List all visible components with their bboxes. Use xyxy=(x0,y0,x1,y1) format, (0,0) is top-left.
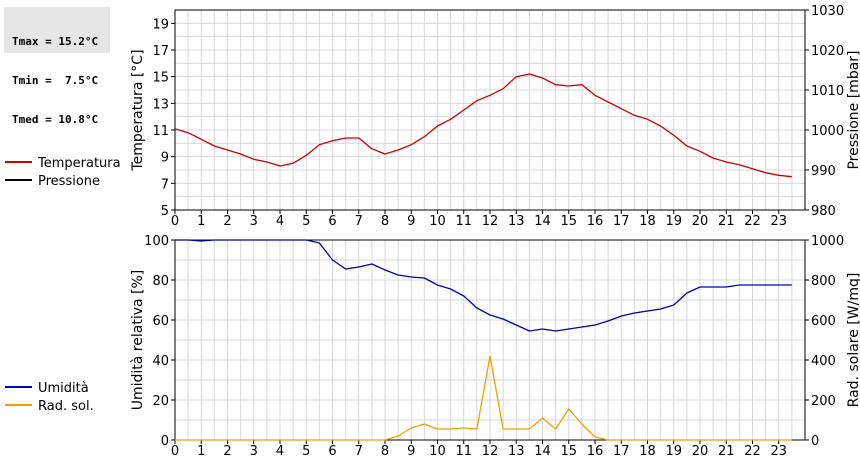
stats-box: Tmax = 15.2°C Tmin = 7.5°C Tmed = 10.8°C xyxy=(4,7,110,126)
tmax-stat: Tmax = 15.2°C xyxy=(12,35,99,48)
y-tick-label: 15 xyxy=(152,71,169,86)
x-tick-label: 15 xyxy=(560,444,577,459)
y-tick-label: 80 xyxy=(152,274,169,289)
y2-tick-label: 1000 xyxy=(811,234,844,249)
y-axis-label: Umidità relativa [%] xyxy=(130,270,146,411)
y-tick-label: 13 xyxy=(152,97,169,112)
x-tick-label: 12 xyxy=(482,214,499,229)
y2-tick-label: 1000 xyxy=(811,124,844,139)
x-tick-label: 18 xyxy=(639,214,656,229)
y-tick-label: 5 xyxy=(161,204,169,219)
x-tick-label: 0 xyxy=(171,214,179,229)
x-tick-label: 16 xyxy=(587,444,604,459)
x-tick-label: 6 xyxy=(328,214,336,229)
x-tick-label: 4 xyxy=(276,214,284,229)
x-tick-label: 21 xyxy=(718,444,735,459)
x-tick-label: 10 xyxy=(429,214,446,229)
x-tick-label: 1 xyxy=(197,444,205,459)
legend-label: Pressione xyxy=(38,174,100,189)
y-axis-label: Temperatura [°C] xyxy=(130,49,146,171)
x-tick-label: 0 xyxy=(171,444,179,459)
x-tick-label: 17 xyxy=(613,444,630,459)
y2-tick-label: 990 xyxy=(811,164,836,179)
series-line-temperatura xyxy=(174,73,792,178)
series-line-rad-sol xyxy=(175,355,792,441)
tmed-stat: Tmed = 10.8°C xyxy=(12,113,99,126)
y-tick-label: 9 xyxy=(161,151,169,166)
y-tick-label: 7 xyxy=(161,177,169,192)
x-tick-label: 22 xyxy=(744,214,761,229)
x-tick-label: 10 xyxy=(429,444,446,459)
y2-tick-label: 980 xyxy=(811,204,836,219)
x-tick-label: 9 xyxy=(407,444,415,459)
y-tick-label: 20 xyxy=(152,394,169,409)
chart-panel-2 xyxy=(5,239,809,444)
x-tick-label: 8 xyxy=(381,214,389,229)
y2-tick-label: 1030 xyxy=(811,4,844,19)
x-tick-label: 11 xyxy=(455,214,472,229)
y2-tick-label: 600 xyxy=(811,314,836,329)
x-tick-label: 18 xyxy=(639,444,656,459)
y-tick-label: 40 xyxy=(152,354,169,369)
x-tick-label: 4 xyxy=(276,444,284,459)
x-tick-label: 20 xyxy=(692,444,709,459)
x-tick-label: 8 xyxy=(381,444,389,459)
x-tick-label: 3 xyxy=(250,444,258,459)
x-tick-label: 23 xyxy=(770,214,787,229)
x-tick-label: 16 xyxy=(587,214,604,229)
y-tick-label: 19 xyxy=(152,17,169,32)
y-tick-label: 17 xyxy=(152,44,169,59)
y-tick-label: 100 xyxy=(144,234,169,249)
x-tick-label: 13 xyxy=(508,444,525,459)
y2-tick-label: 200 xyxy=(811,394,836,409)
tmin-stat: Tmin = 7.5°C xyxy=(12,74,99,87)
y-tick-label: 11 xyxy=(152,124,169,139)
series-line-umidit xyxy=(175,239,792,332)
x-tick-label: 22 xyxy=(744,444,761,459)
x-tick-label: 20 xyxy=(692,214,709,229)
x-tick-label: 19 xyxy=(665,214,682,229)
legend-label: Rad. sol. xyxy=(38,399,94,414)
x-tick-label: 11 xyxy=(455,444,472,459)
legend-label: Temperatura xyxy=(37,156,121,171)
x-tick-label: 14 xyxy=(534,444,551,459)
x-tick-label: 5 xyxy=(302,214,310,229)
x-tick-label: 19 xyxy=(665,444,682,459)
x-tick-label: 2 xyxy=(223,214,231,229)
x-tick-label: 7 xyxy=(355,214,363,229)
y2-tick-label: 1010 xyxy=(811,84,844,99)
x-tick-label: 23 xyxy=(770,444,787,459)
x-tick-label: 9 xyxy=(407,214,415,229)
y2-axis-label: Rad. solare [W/mq] xyxy=(846,273,860,408)
x-tick-label: 1 xyxy=(197,214,205,229)
x-tick-label: 17 xyxy=(613,214,630,229)
x-tick-label: 7 xyxy=(355,444,363,459)
x-tick-label: 21 xyxy=(718,214,735,229)
y2-tick-label: 1020 xyxy=(811,44,844,59)
chart-panel-1 xyxy=(5,9,809,214)
x-tick-label: 3 xyxy=(250,214,258,229)
legend-label: Umidità xyxy=(38,381,89,396)
y-tick-label: 0 xyxy=(161,434,169,449)
y2-tick-label: 400 xyxy=(811,354,836,369)
x-tick-label: 13 xyxy=(508,214,525,229)
x-tick-label: 15 xyxy=(560,214,577,229)
x-tick-label: 14 xyxy=(534,214,551,229)
x-tick-label: 12 xyxy=(482,444,499,459)
y2-tick-label: 800 xyxy=(811,274,836,289)
y2-axis-label: Pressione [mbar] xyxy=(846,50,860,169)
y2-tick-label: 0 xyxy=(811,434,819,449)
x-tick-label: 2 xyxy=(223,444,231,459)
y-tick-label: 60 xyxy=(152,314,169,329)
x-tick-label: 5 xyxy=(302,444,310,459)
x-tick-label: 6 xyxy=(328,444,336,459)
